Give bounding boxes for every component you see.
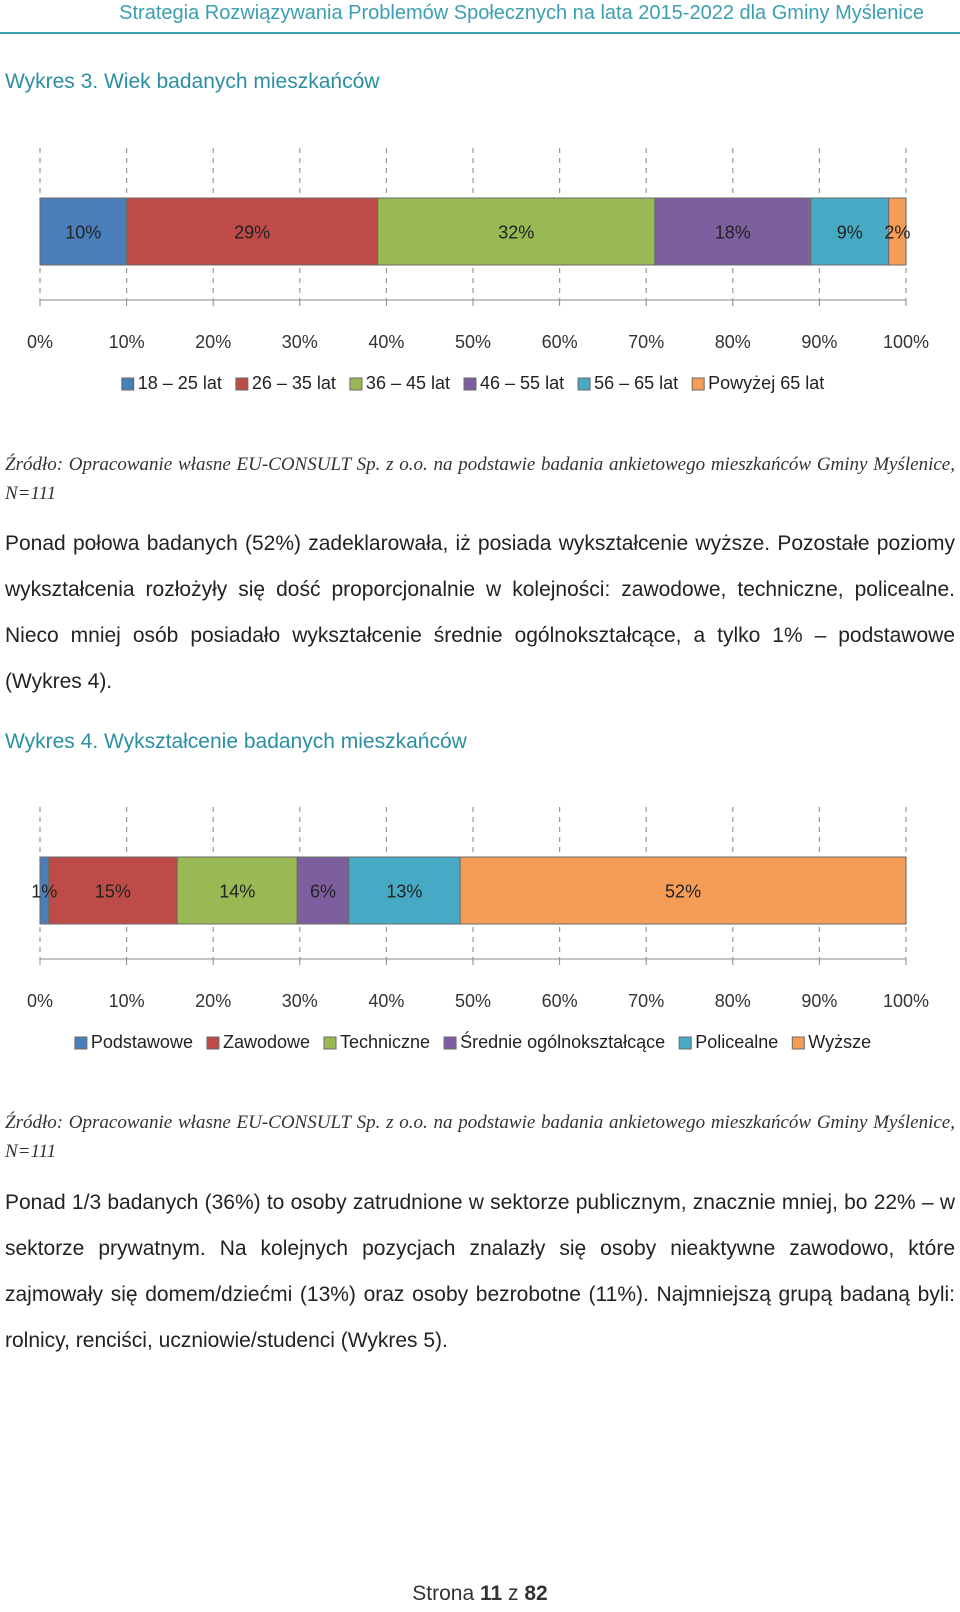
education-chart-legend-label: Podstawowe <box>91 1032 193 1052</box>
education-chart-legend-swatch <box>791 1036 805 1050</box>
age-chart-legend-swatch <box>349 377 363 391</box>
education-chart-data-label: 52% <box>665 882 701 902</box>
age-chart-data-label: 29% <box>234 223 270 243</box>
education-chart-legend-item: Techniczne <box>323 1032 430 1052</box>
age-chart-x-tick-label: 70% <box>628 332 664 352</box>
paragraph-education: Ponad połowa badanych (52%) zadeklarował… <box>5 532 955 693</box>
age-chart-legend-label: 36 – 45 lat <box>366 373 450 393</box>
page-header: Strategia Rozwiązywania Problemów Społec… <box>0 0 960 34</box>
age-chart-legend-label: Powyżej 65 lat <box>708 373 824 393</box>
age-chart-bar-segment <box>888 197 907 266</box>
education-chart-data-label: 6% <box>310 882 336 902</box>
age-chart-bar-segment <box>654 197 812 266</box>
footer-prefix: Strona <box>412 1582 475 1605</box>
age-chart-bar-segment <box>377 197 656 266</box>
chart-4-title: Wykres 4. Wykształcenie badanych mieszka… <box>5 730 467 753</box>
age-chart-x-tick-label: 60% <box>542 332 578 352</box>
education-chart-legend-label: Wyższe <box>808 1032 871 1052</box>
page-footer: Strona 11 z 82 <box>0 1582 960 1606</box>
chart-4-source: Źródło: Opracowanie własne EU-CONSULT Sp… <box>5 1112 955 1162</box>
paragraph-employment: Ponad 1/3 badanych (36%) to osoby zatrud… <box>5 1191 955 1352</box>
age-chart-x-tick-label: 90% <box>801 332 837 352</box>
age-chart-bar-segment <box>810 197 890 266</box>
age-chart-legend-swatch <box>691 377 705 391</box>
education-chart-bar-segment <box>348 856 461 925</box>
age-chart-legend-swatch <box>463 377 477 391</box>
education-stacked-bar-chart: 0% 10% 20% 30% 40% 50% 60% 70% 80% 90% 100% 1% 15% 14… <box>27 807 929 1052</box>
education-chart-legend-item: Wyższe <box>791 1032 871 1052</box>
education-chart-legend: Podstawowe Zawodowe Techniczne Średnie ogól… <box>74 1031 871 1052</box>
education-chart-legend-label: Średnie ogólnokształcące <box>460 1031 665 1052</box>
age-chart-data-label: 9% <box>837 223 863 243</box>
age-chart-bar-segment <box>126 197 379 266</box>
footer-total-pages: 82 <box>524 1582 548 1605</box>
age-chart-x-tick-label: 40% <box>368 332 404 352</box>
education-chart-bar-segment <box>48 856 178 925</box>
age-stacked-bar-chart: 0% 10% 20% 30% 40% 50% 60% 70% 80% 90% 100% 10% 29% 3… <box>27 148 929 393</box>
education-chart-bar-segment <box>459 856 907 925</box>
education-chart-data-label: 15% <box>95 882 131 902</box>
age-chart-data-label: 2% <box>884 223 910 243</box>
age-chart-x-tick-label: 20% <box>195 332 231 352</box>
age-chart-legend-label: 18 – 25 lat <box>138 373 222 393</box>
education-chart-legend-label: Techniczne <box>340 1032 430 1052</box>
education-chart-x-tick-label: 100% <box>883 991 929 1011</box>
age-chart-legend-item: 36 – 45 lat <box>349 373 450 393</box>
education-chart-legend-swatch <box>74 1036 88 1050</box>
chart-3-title: Wykres 3. Wiek badanych mieszkańców <box>5 70 380 93</box>
age-chart-x-tick-label: 100% <box>883 332 929 352</box>
chart-3-source: Źródło: Opracowanie własne EU-CONSULT Sp… <box>5 454 955 504</box>
education-chart-x-tick-label: 90% <box>801 991 837 1011</box>
age-chart-x-tick-label: 80% <box>715 332 751 352</box>
education-chart-x-tick-label: 80% <box>715 991 751 1011</box>
education-chart-data-label: 1% <box>31 882 57 902</box>
age-chart-x-tick-label: 10% <box>109 332 145 352</box>
age-chart-legend-item: 46 – 55 lat <box>463 373 564 393</box>
footer-separator: z <box>508 1582 519 1605</box>
education-chart-x-tick-label: 40% <box>368 991 404 1011</box>
education-chart-x-tick-label: 30% <box>282 991 318 1011</box>
education-chart-legend-item: Policealne <box>678 1032 778 1052</box>
education-chart-legend-swatch <box>443 1036 457 1050</box>
footer-page-number: 11 <box>479 1582 503 1605</box>
age-chart-x-tick-label: 0% <box>27 332 53 352</box>
age-chart-legend-swatch <box>121 377 135 391</box>
education-chart-legend-item: Zawodowe <box>206 1032 310 1052</box>
education-chart-bar-segment <box>176 856 298 925</box>
education-chart-legend-swatch <box>206 1036 220 1050</box>
education-chart-legend-swatch <box>323 1036 337 1050</box>
age-chart-legend-item: 26 – 35 lat <box>235 373 336 393</box>
age-chart-x-tick-label: 30% <box>282 332 318 352</box>
age-chart-legend-label: 46 – 55 lat <box>480 373 564 393</box>
age-chart-x-tick-label: 50% <box>455 332 491 352</box>
education-chart-legend-item: Podstawowe <box>74 1032 193 1052</box>
age-chart-legend-swatch <box>235 377 249 391</box>
age-chart-legend-item: 56 – 65 lat <box>577 373 678 393</box>
age-chart-data-label: 10% <box>65 223 101 243</box>
header-title: Strategia Rozwiązywania Problemów Społec… <box>119 2 924 24</box>
age-chart-legend: 18 – 25 lat 26 – 35 lat 36 – 45 lat 46 – 55… <box>121 373 824 393</box>
education-chart-x-tick-label: 50% <box>455 991 491 1011</box>
education-chart-x-tick-label: 70% <box>628 991 664 1011</box>
education-chart-x-tick-label: 60% <box>542 991 578 1011</box>
age-chart-data-label: 32% <box>498 223 534 243</box>
education-chart-x-tick-label: 10% <box>109 991 145 1011</box>
education-chart-x-tick-label: 20% <box>195 991 231 1011</box>
education-chart-bar-segment <box>296 856 350 925</box>
age-chart-legend-swatch <box>577 377 591 391</box>
education-chart-x-tick-label: 0% <box>27 991 53 1011</box>
age-chart-data-label: 18% <box>715 223 751 243</box>
age-chart-bar-segment <box>39 197 128 266</box>
age-chart-legend-label: 26 – 35 lat <box>252 373 336 393</box>
education-chart-data-label: 13% <box>386 882 422 902</box>
education-chart-legend-item: Średnie ogólnokształcące <box>443 1031 665 1052</box>
age-chart-legend-item: Powyżej 65 lat <box>691 373 824 393</box>
education-chart-data-label: 14% <box>219 882 255 902</box>
age-chart-legend-label: 56 – 65 lat <box>594 373 678 393</box>
age-chart-legend-item: 18 – 25 lat <box>121 373 222 393</box>
education-chart-legend-label: Policealne <box>695 1032 778 1052</box>
education-chart-legend-swatch <box>678 1036 692 1050</box>
education-chart-legend-label: Zawodowe <box>223 1032 310 1052</box>
